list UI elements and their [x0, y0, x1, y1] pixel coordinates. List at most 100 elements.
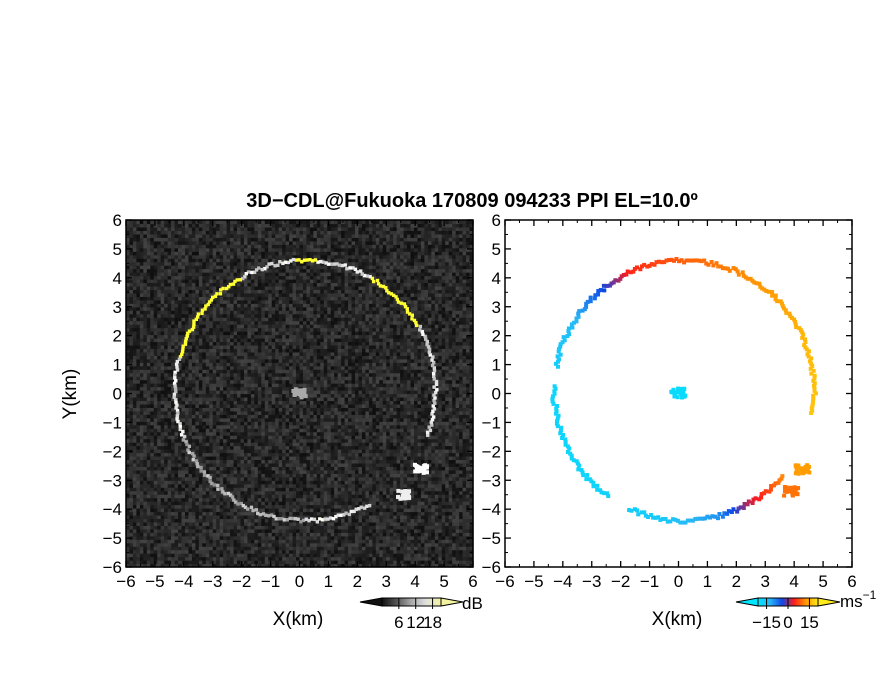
noise-cell [143, 525, 148, 530]
noise-cell [129, 223, 134, 228]
noise-cell [289, 487, 294, 492]
noise-cell [209, 303, 214, 308]
noise-cell [178, 528, 183, 533]
noise-cell [205, 449, 210, 454]
noise-cell [250, 521, 255, 526]
noise-cell [282, 337, 287, 343]
noise-cell [129, 407, 134, 412]
noise-cell [150, 337, 155, 343]
noise-cell [257, 539, 262, 544]
noise-cell [126, 414, 131, 419]
noise-cell [296, 268, 301, 273]
noise-cell [202, 344, 207, 349]
noise-cell [219, 220, 224, 225]
noise-cell [278, 473, 283, 478]
noise-cell [254, 383, 259, 388]
noise-cell [195, 261, 200, 266]
noise-cell [212, 403, 217, 408]
noise-cell [219, 480, 224, 485]
noise-cell [219, 511, 224, 516]
noise-cell [285, 525, 290, 530]
noise-cell [164, 372, 169, 377]
noise-cell [171, 233, 176, 238]
noise-cell [289, 237, 294, 242]
noise-cell [160, 220, 165, 225]
noise-cell [250, 563, 255, 568]
noise-cell [202, 285, 207, 290]
noise-cell [174, 327, 179, 332]
noise-cell [250, 324, 255, 329]
noise-cell [126, 303, 131, 308]
noise-cell [164, 435, 169, 440]
noise-cell [247, 390, 252, 395]
noise-cell [282, 435, 287, 440]
noise-cell [275, 282, 280, 287]
noise-cell [233, 424, 238, 429]
noise-cell [230, 449, 235, 454]
noise-cell [164, 355, 169, 360]
noise-cell [261, 299, 266, 304]
noise-cell [268, 341, 273, 346]
noise-cell [278, 462, 283, 467]
noise-cell [171, 254, 176, 259]
noise-cell [174, 247, 179, 252]
noise-cell [219, 417, 224, 422]
noise-cell [285, 369, 290, 374]
noise-cell [178, 233, 183, 238]
noise-cell [195, 341, 200, 346]
noise-cell [198, 247, 203, 252]
noise-cell [126, 254, 131, 259]
noise-cell [257, 334, 262, 339]
noise-cell [188, 497, 193, 502]
noise-cell [257, 483, 262, 488]
noise-cell [254, 223, 259, 228]
noise-cell [226, 310, 231, 315]
noise-cell [219, 428, 224, 433]
noise-cell [126, 438, 131, 443]
noise-cell [150, 237, 155, 242]
noise-cell [191, 244, 196, 249]
noise-cell [226, 244, 231, 249]
noise-cell [198, 393, 203, 398]
noise-cell [223, 428, 228, 433]
noise-cell [268, 282, 273, 287]
noise-cell [174, 341, 179, 346]
noise-cell [132, 504, 138, 509]
noise-cell [237, 306, 242, 311]
noise-cell [202, 542, 207, 547]
noise-cell [296, 455, 301, 461]
noise-cell [226, 272, 231, 277]
noise-cell [139, 320, 144, 325]
noise-cell [153, 344, 158, 349]
noise-cell [247, 549, 252, 554]
noise-cell [223, 324, 228, 329]
noise-cell [296, 521, 301, 526]
noise-cell [243, 317, 249, 322]
noise-cell [278, 424, 283, 429]
noise-cell [167, 424, 172, 429]
noise-cell [257, 247, 262, 252]
noise-cell [212, 244, 217, 249]
noise-cell [289, 424, 294, 429]
noise-cell [160, 223, 165, 228]
noise-cell [289, 362, 294, 367]
noise-cell [223, 237, 228, 242]
noise-cell [191, 396, 196, 402]
noise-cell [275, 421, 280, 426]
noise-cell [233, 563, 238, 568]
noise-cell [157, 421, 162, 426]
noise-cell [153, 508, 158, 513]
noise-cell [254, 261, 259, 266]
noise-cell [198, 521, 203, 526]
noise-cell [167, 376, 172, 381]
noise-cell [289, 358, 294, 363]
noise-cell [181, 528, 186, 533]
noise-cell [237, 514, 242, 520]
noise-cell [150, 313, 155, 318]
noise-cell [226, 417, 231, 422]
noise-cell [243, 428, 249, 433]
noise-cell [205, 237, 210, 242]
noise-cell [160, 473, 165, 478]
noise-cell [212, 265, 217, 270]
noise-cell [268, 480, 273, 485]
